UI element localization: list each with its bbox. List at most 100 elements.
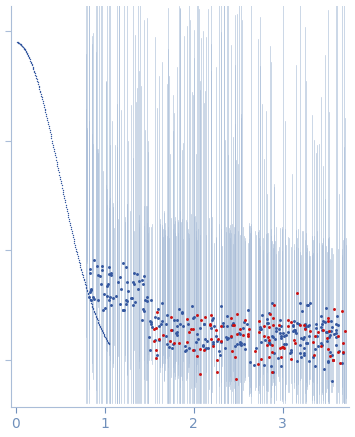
Point xyxy=(182,348,188,355)
Point xyxy=(270,333,276,340)
Point xyxy=(139,317,144,324)
Point xyxy=(121,306,127,313)
Point xyxy=(258,339,264,346)
Point xyxy=(140,276,145,283)
Point xyxy=(109,272,114,279)
Point xyxy=(325,358,331,365)
Point xyxy=(324,305,329,312)
Point xyxy=(270,322,276,329)
Point xyxy=(89,286,94,293)
Point xyxy=(238,340,244,347)
Point xyxy=(242,316,247,323)
Point xyxy=(262,336,268,343)
Point xyxy=(330,356,335,363)
Point xyxy=(247,359,253,366)
Point xyxy=(119,285,124,292)
Point xyxy=(102,304,108,311)
Point xyxy=(142,272,147,279)
Point xyxy=(218,339,224,346)
Point xyxy=(208,335,213,342)
Point xyxy=(333,342,339,349)
Point xyxy=(88,296,93,303)
Point xyxy=(97,272,102,279)
Point xyxy=(242,346,247,353)
Point xyxy=(269,348,274,355)
Point xyxy=(291,327,296,334)
Point xyxy=(204,337,210,344)
Point xyxy=(301,345,307,352)
Point xyxy=(169,326,174,333)
Point xyxy=(306,322,312,329)
Point xyxy=(117,274,123,281)
Point xyxy=(160,332,165,339)
Point xyxy=(340,348,345,355)
Point xyxy=(330,357,335,364)
Point xyxy=(123,264,129,271)
Point xyxy=(167,337,173,344)
Point xyxy=(276,326,282,333)
Point xyxy=(323,329,329,336)
Point xyxy=(120,260,126,267)
Point xyxy=(109,302,114,309)
Point xyxy=(310,354,316,361)
Point xyxy=(265,320,271,327)
Point xyxy=(269,300,274,307)
Point xyxy=(207,321,213,328)
Point xyxy=(140,281,146,288)
Point xyxy=(271,350,277,357)
Point xyxy=(278,363,284,370)
Point xyxy=(87,294,92,301)
Point xyxy=(185,320,191,327)
Point xyxy=(327,331,332,338)
Point xyxy=(276,322,282,329)
Point xyxy=(106,296,112,303)
Point xyxy=(224,336,230,343)
Point xyxy=(339,308,345,315)
Point xyxy=(282,344,287,351)
Point xyxy=(290,322,296,329)
Point xyxy=(290,323,296,330)
Point xyxy=(179,309,185,316)
Point xyxy=(304,340,310,347)
Point xyxy=(174,317,180,324)
Point xyxy=(184,346,189,353)
Point xyxy=(339,360,345,367)
Point xyxy=(214,338,220,345)
Point xyxy=(279,344,285,351)
Point xyxy=(95,297,101,304)
Point xyxy=(277,329,283,336)
Point xyxy=(307,299,312,306)
Point xyxy=(313,320,318,327)
Point xyxy=(285,323,291,330)
Point xyxy=(123,296,129,303)
Point xyxy=(334,312,340,319)
Point xyxy=(301,351,306,358)
Point xyxy=(186,344,192,351)
Point xyxy=(234,310,240,317)
Point xyxy=(134,270,140,277)
Point xyxy=(305,301,311,308)
Point xyxy=(144,293,150,300)
Point xyxy=(267,309,272,316)
Point xyxy=(132,281,137,288)
Point xyxy=(264,319,269,326)
Point xyxy=(202,347,207,354)
Point xyxy=(294,357,300,364)
Point xyxy=(292,328,297,335)
Point xyxy=(171,340,177,347)
Point xyxy=(313,325,319,332)
Point xyxy=(118,301,123,308)
Point xyxy=(144,298,150,305)
Point xyxy=(268,362,274,369)
Point xyxy=(319,343,324,350)
Point xyxy=(94,263,100,270)
Point xyxy=(211,340,216,347)
Point xyxy=(87,269,92,276)
Point xyxy=(206,345,211,352)
Point xyxy=(324,328,329,335)
Point xyxy=(294,319,300,326)
Point xyxy=(182,343,188,350)
Point xyxy=(159,300,165,307)
Point xyxy=(291,337,297,344)
Point xyxy=(318,323,324,330)
